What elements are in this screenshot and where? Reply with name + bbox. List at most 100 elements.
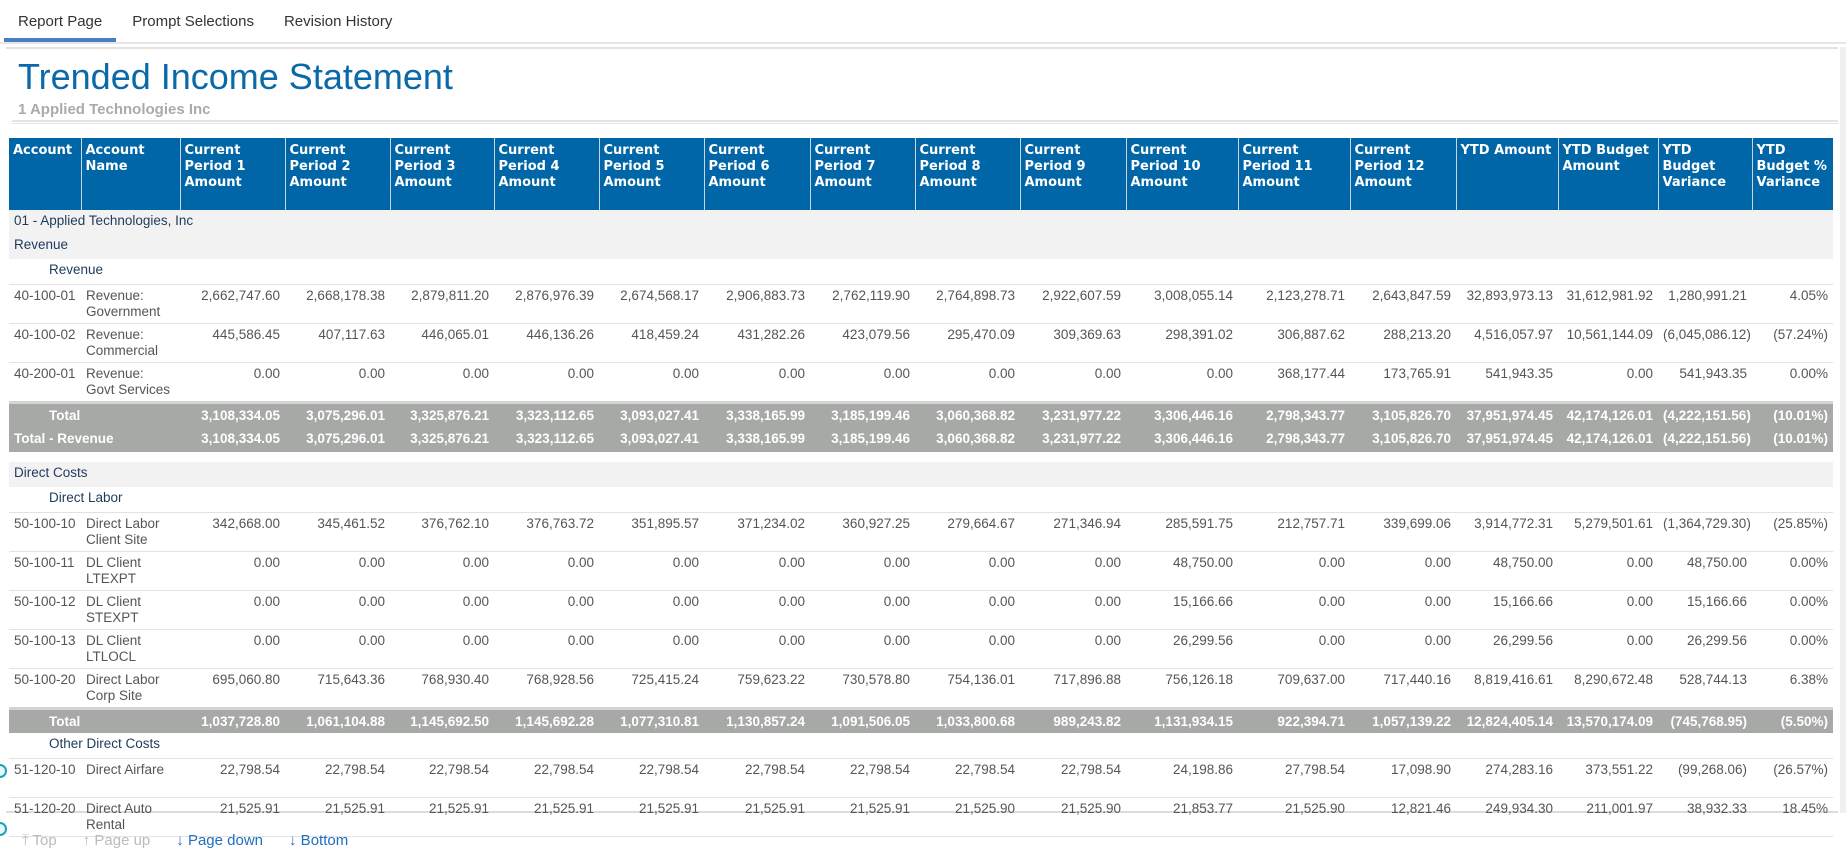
column-header: Current Period 12 Amount bbox=[1349, 138, 1456, 210]
total-amount-cell: 3,323,112.65 bbox=[494, 427, 599, 452]
total-amount-cell: 1,077,310.81 bbox=[599, 706, 704, 733]
income-statement-table: Account Account Name Current Period 1 Amou… bbox=[9, 138, 1833, 837]
total-amount-cell: 3,105,826.70 bbox=[1350, 427, 1456, 452]
amount-cell: 0.00 bbox=[390, 590, 494, 630]
total-amount-cell: 1,145,692.50 bbox=[390, 706, 494, 733]
section-label: Direct Costs bbox=[9, 462, 1833, 487]
amount-cell: 541,943.35 bbox=[1456, 362, 1558, 403]
section-row: Direct Costs bbox=[9, 462, 1833, 487]
account-name-cell: Direct Labor Corp Site bbox=[81, 668, 180, 709]
amount-cell: 0.00 bbox=[810, 551, 915, 591]
tab-revision-history[interactable]: Revision History bbox=[283, 13, 393, 30]
total-amount-cell: 3,108,334.05 bbox=[180, 400, 285, 427]
amount-cell: 212,757.71 bbox=[1238, 512, 1350, 552]
amount-cell: 22,798.54 bbox=[285, 758, 390, 798]
spacer-row bbox=[9, 452, 1833, 462]
amount-cell: 0.00 bbox=[704, 590, 810, 630]
amount-cell: 756,126.18 bbox=[1126, 668, 1238, 709]
page-down-link[interactable]: ↓ Page down bbox=[176, 832, 264, 849]
amount-cell: 38,932.33 bbox=[1658, 797, 1752, 837]
amount-cell: 2,764,898.73 bbox=[915, 284, 1020, 324]
annotation-marker-icon[interactable] bbox=[0, 822, 7, 836]
amount-cell: 715,643.36 bbox=[285, 668, 390, 709]
amount-cell: 12,821.46 bbox=[1350, 797, 1456, 837]
amount-cell: 26,299.56 bbox=[1456, 629, 1558, 669]
column-header: YTD Amount bbox=[1455, 138, 1558, 210]
total-amount-cell: (745,768.95) bbox=[1658, 706, 1752, 733]
amount-cell: 0.00 bbox=[1020, 590, 1126, 630]
total-label: Total - Revenue bbox=[9, 427, 180, 452]
column-header: Current Period 11 Amount bbox=[1237, 138, 1350, 210]
amount-cell: 8,819,416.61 bbox=[1456, 668, 1558, 709]
amount-cell: 717,440.16 bbox=[1350, 668, 1456, 709]
total-amount-cell: 3,306,446.16 bbox=[1126, 427, 1238, 452]
total-amount-cell: 3,306,446.16 bbox=[1126, 400, 1238, 427]
amount-cell: 2,643,847.59 bbox=[1350, 284, 1456, 324]
tab-prompt-selections[interactable]: Prompt Selections bbox=[132, 13, 254, 30]
amount-cell: 351,895.57 bbox=[599, 512, 704, 552]
amount-cell: 0.00 bbox=[1350, 590, 1456, 630]
amount-cell: 0.00 bbox=[1020, 362, 1126, 403]
total-amount-cell: 3,231,977.22 bbox=[1020, 400, 1126, 427]
amount-cell: 445,586.45 bbox=[180, 323, 285, 363]
amount-cell: 376,763.72 bbox=[494, 512, 599, 552]
table-row: 50-100-11 DL Client LTEXPT 0.00 0.00 0.00 0.0… bbox=[9, 551, 1833, 591]
scrollbar[interactable] bbox=[1840, 47, 1846, 813]
account-cell: 40-100-02 bbox=[9, 323, 81, 363]
amount-cell: 22,798.54 bbox=[494, 758, 599, 798]
total-amount-cell: 12,824,405.14 bbox=[1456, 706, 1558, 733]
column-header: Current Period 9 Amount bbox=[1019, 138, 1126, 210]
tab-report-page[interactable]: Report Page bbox=[4, 0, 117, 42]
column-header: Current Period 5 Amount bbox=[598, 138, 704, 210]
page-up-link[interactable]: ↑ Page up bbox=[82, 832, 151, 849]
amount-cell: 2,674,568.17 bbox=[599, 284, 704, 324]
annotation-marker-icon[interactable] bbox=[0, 764, 7, 778]
amount-cell: 0.00 bbox=[810, 590, 915, 630]
amount-cell: 446,065.01 bbox=[390, 323, 494, 363]
column-header: Current Period 10 Amount bbox=[1125, 138, 1238, 210]
subsection-label: Other Direct Costs bbox=[9, 733, 1833, 759]
amount-cell: 418,459.24 bbox=[599, 323, 704, 363]
total-amount-cell: 42,174,126.01 bbox=[1558, 400, 1658, 427]
section-row: Revenue bbox=[9, 234, 1833, 259]
top-link[interactable]: ⤒ Top bbox=[22, 832, 57, 849]
amount-cell: 21,525.91 bbox=[390, 797, 494, 837]
amount-cell: 4.05% bbox=[1752, 284, 1833, 324]
account-name-cell: Direct Labor Client Site bbox=[81, 512, 180, 552]
column-header: Current Period 1 Amount bbox=[179, 138, 285, 210]
amount-cell: 295,470.09 bbox=[915, 323, 1020, 363]
amount-cell: (26.57%) bbox=[1752, 758, 1833, 798]
section-label: Revenue bbox=[9, 234, 1833, 259]
page-title: Trended Income Statement bbox=[18, 56, 453, 97]
amount-cell: 717,896.88 bbox=[1020, 668, 1126, 709]
amount-cell: 22,798.54 bbox=[180, 758, 285, 798]
amount-cell: 211,001.97 bbox=[1558, 797, 1658, 837]
total-amount-cell: 1,037,728.80 bbox=[180, 706, 285, 733]
amount-cell: 15,166.66 bbox=[1456, 590, 1558, 630]
amount-cell: 0.00 bbox=[810, 362, 915, 403]
amount-cell: 3,914,772.31 bbox=[1456, 512, 1558, 552]
amount-cell: 10,561,144.09 bbox=[1558, 323, 1658, 363]
amount-cell: 18.45% bbox=[1752, 797, 1833, 837]
amount-cell: 271,346.94 bbox=[1020, 512, 1126, 552]
total-amount-cell: 3,323,112.65 bbox=[494, 400, 599, 427]
total-label: Total bbox=[9, 400, 180, 427]
amount-cell: 768,930.40 bbox=[390, 668, 494, 709]
amount-cell: 32,893,973.13 bbox=[1456, 284, 1558, 324]
account-name-cell: DL Client LTLOCL bbox=[81, 629, 180, 669]
bottom-link[interactable]: ↓ Bottom bbox=[289, 832, 349, 849]
amount-cell: 0.00 bbox=[1020, 551, 1126, 591]
amount-cell: 754,136.01 bbox=[915, 668, 1020, 709]
amount-cell: 2,879,811.20 bbox=[390, 284, 494, 324]
amount-cell: 2,906,883.73 bbox=[704, 284, 810, 324]
total-amount-cell: 3,075,296.01 bbox=[285, 427, 390, 452]
table-row: 40-100-01 Revenue: Government 2,662,747.60… bbox=[9, 284, 1833, 324]
amount-cell: 0.00% bbox=[1752, 551, 1833, 591]
total-amount-cell: 37,951,974.45 bbox=[1456, 400, 1558, 427]
table-row: 40-100-02 Revenue: Commercial 445,586.45 40… bbox=[9, 323, 1833, 363]
column-header: YTD Budget Amount bbox=[1557, 138, 1658, 210]
amount-cell: 21,853.77 bbox=[1126, 797, 1238, 837]
amount-cell: 17,098.90 bbox=[1350, 758, 1456, 798]
amount-cell: 0.00 bbox=[494, 551, 599, 591]
amount-cell: 0.00 bbox=[390, 362, 494, 403]
